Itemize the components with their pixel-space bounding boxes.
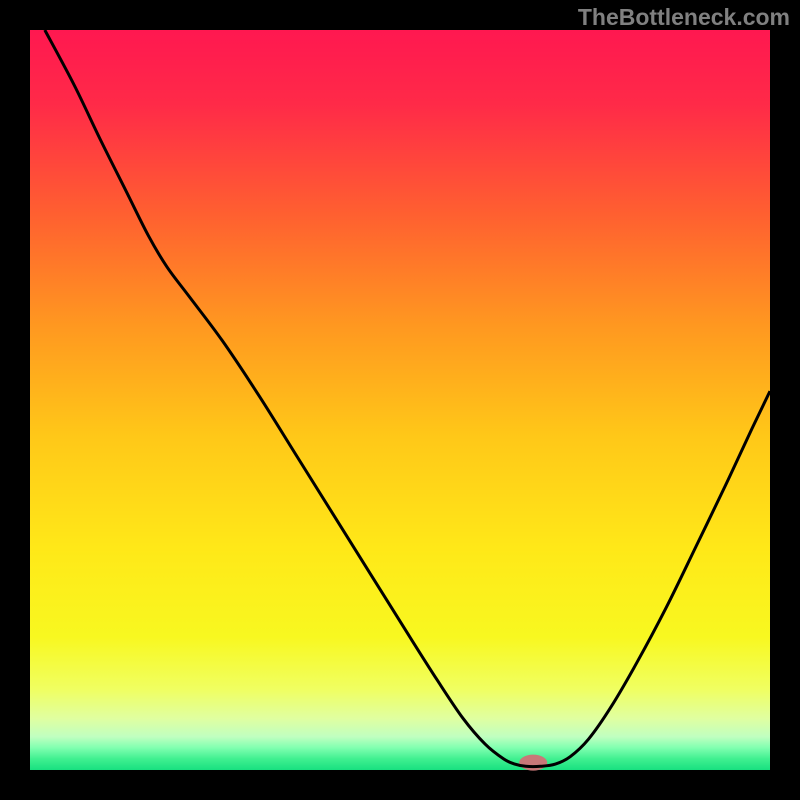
chart-svg xyxy=(0,0,800,800)
chart-container: TheBottleneck.com xyxy=(0,0,800,800)
watermark-text: TheBottleneck.com xyxy=(578,4,790,31)
plot-background xyxy=(30,30,770,770)
optimal-point-marker xyxy=(519,755,547,771)
